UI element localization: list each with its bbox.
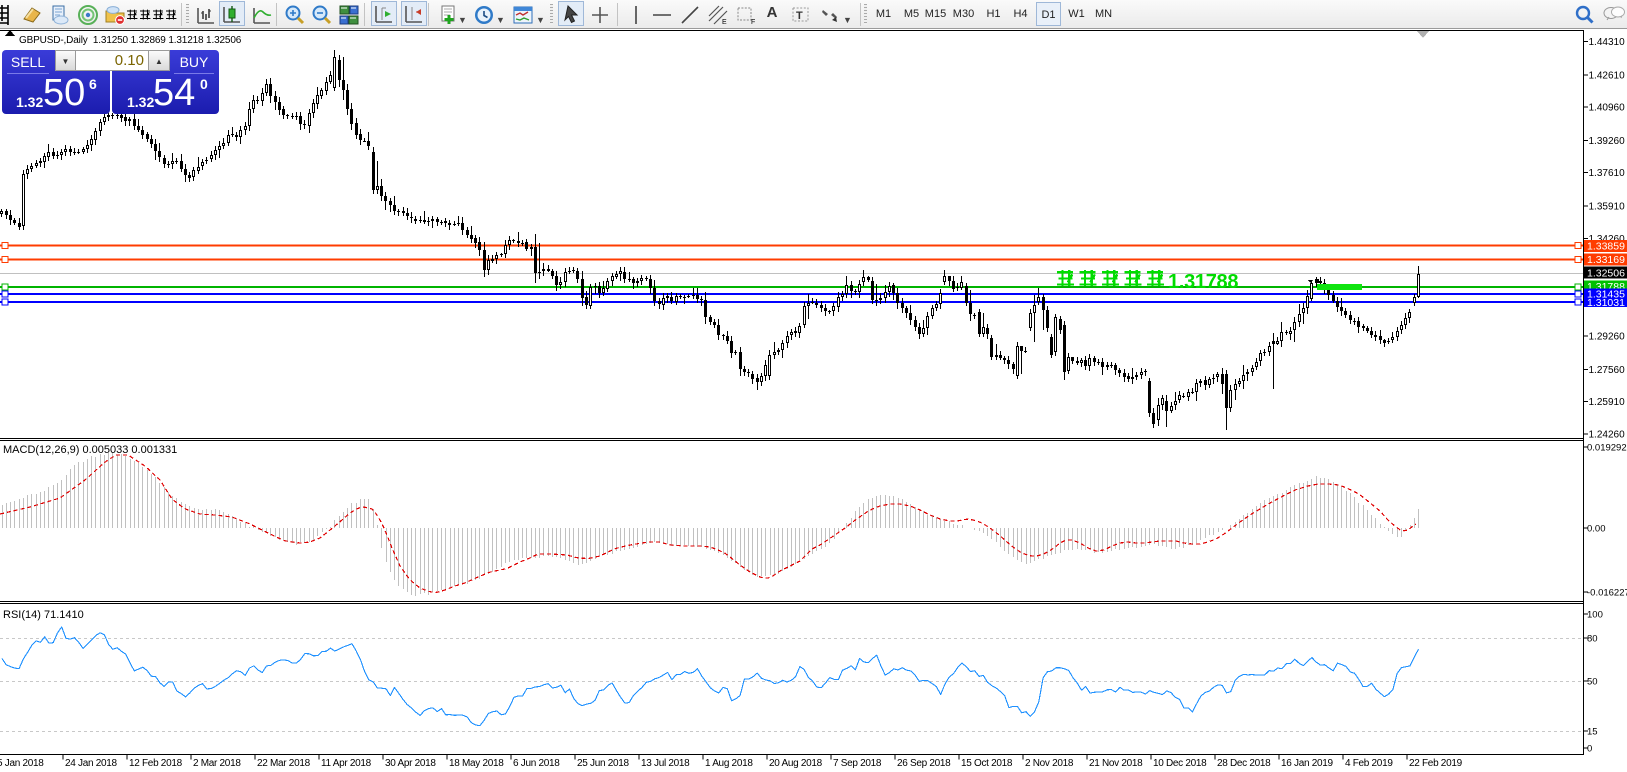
svg-text:22 Feb 2019: 22 Feb 2019 (1409, 758, 1463, 769)
svg-text:1.27560: 1.27560 (1589, 365, 1626, 376)
svg-text:1 Aug 2018: 1 Aug 2018 (705, 758, 753, 769)
svg-text:24 Jan 2018: 24 Jan 2018 (65, 758, 117, 769)
svg-text:2 Mar 2018: 2 Mar 2018 (193, 758, 241, 769)
svg-text:1.31788: 1.31788 (1168, 271, 1238, 293)
svg-text:4 Feb 2019: 4 Feb 2019 (1345, 758, 1393, 769)
svg-text:1.40960: 1.40960 (1589, 103, 1626, 114)
svg-text:2 Nov 2018: 2 Nov 2018 (1025, 758, 1074, 769)
svg-text:13 Jul 2018: 13 Jul 2018 (641, 758, 690, 769)
svg-text:12 Feb 2018: 12 Feb 2018 (129, 758, 183, 769)
svg-text:26 Sep 2018: 26 Sep 2018 (897, 758, 951, 769)
svg-text:1.35910: 1.35910 (1589, 202, 1626, 213)
svg-text:10 Dec 2018: 10 Dec 2018 (1153, 758, 1207, 769)
svg-text:MACD(12,26,9) 0.005033 0.00133: MACD(12,26,9) 0.005033 0.001331 (3, 444, 177, 456)
svg-text:GBPUSD-,Daily 1.31250 1.32869: GBPUSD-,Daily 1.31250 1.32869 1.31218 1.… (19, 35, 242, 46)
svg-text:1.32506: 1.32506 (1587, 267, 1625, 279)
svg-text:1.31031: 1.31031 (1587, 297, 1625, 309)
svg-text:5 Jan 2018: 5 Jan 2018 (0, 758, 44, 769)
svg-text:1.31435: 1.31435 (1587, 289, 1625, 301)
svg-text:0.019292: 0.019292 (1587, 443, 1627, 454)
svg-text:0.00: 0.00 (1587, 524, 1606, 535)
svg-text:21 Nov 2018: 21 Nov 2018 (1089, 758, 1143, 769)
svg-text:RSI(14) 71.1410: RSI(14) 71.1410 (3, 609, 84, 621)
svg-text:1.29260: 1.29260 (1589, 332, 1626, 343)
svg-text:E: E (722, 19, 727, 26)
svg-text:16 Jan 2019: 16 Jan 2019 (1281, 758, 1333, 769)
svg-text:1.33859: 1.33859 (1587, 241, 1625, 253)
svg-text:-0.016227: -0.016227 (1587, 588, 1627, 599)
svg-text:22 Mar 2018: 22 Mar 2018 (257, 758, 311, 769)
svg-text:18 May 2018: 18 May 2018 (449, 758, 504, 769)
svg-text:1.33169: 1.33169 (1587, 254, 1625, 266)
svg-text:6 Jun 2018: 6 Jun 2018 (513, 758, 560, 769)
svg-text:30 Apr 2018: 30 Apr 2018 (385, 758, 436, 769)
svg-text:50: 50 (1587, 677, 1598, 688)
svg-text:1.39260: 1.39260 (1589, 136, 1626, 147)
svg-text:25 Jun 2018: 25 Jun 2018 (577, 758, 629, 769)
svg-text:F: F (751, 19, 755, 26)
svg-text:1.34260: 1.34260 (1589, 234, 1626, 245)
svg-text:20 Aug 2018: 20 Aug 2018 (769, 758, 823, 769)
svg-text:T: T (796, 10, 803, 22)
svg-text:1.44310: 1.44310 (1589, 37, 1626, 48)
svg-text:0: 0 (1587, 744, 1592, 755)
svg-text:11 Apr 2018: 11 Apr 2018 (321, 758, 372, 769)
svg-text:80: 80 (1587, 634, 1598, 645)
svg-text:1.37610: 1.37610 (1589, 168, 1626, 179)
svg-text:1.24260: 1.24260 (1589, 430, 1626, 441)
svg-text:1.25910: 1.25910 (1589, 397, 1626, 408)
svg-text:15: 15 (1587, 727, 1598, 738)
svg-text:28 Dec 2018: 28 Dec 2018 (1217, 758, 1271, 769)
svg-text:7 Sep 2018: 7 Sep 2018 (833, 758, 882, 769)
svg-text:100: 100 (1587, 610, 1603, 621)
svg-text:15 Oct 2018: 15 Oct 2018 (961, 758, 1013, 769)
svg-text:1.42610: 1.42610 (1589, 70, 1626, 81)
